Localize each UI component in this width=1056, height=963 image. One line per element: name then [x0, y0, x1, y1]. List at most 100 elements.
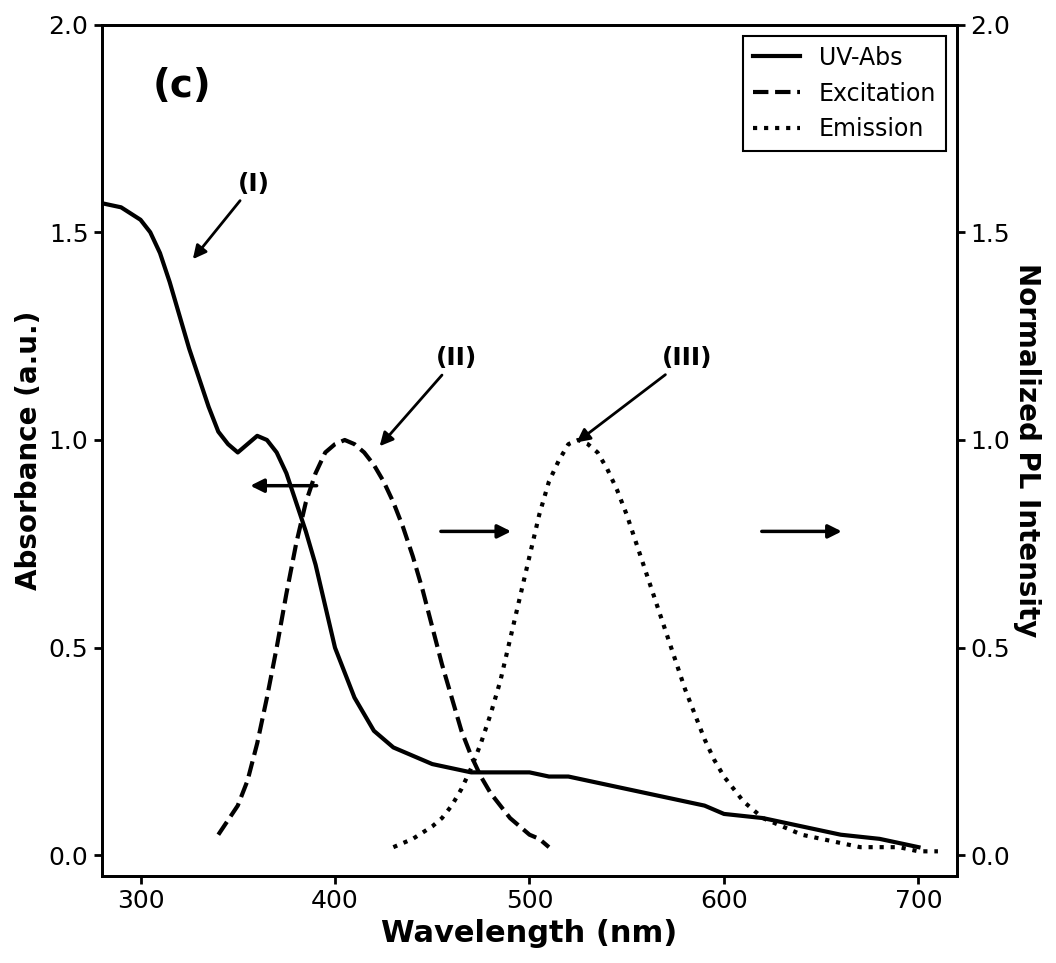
Emission [873, 842, 886, 853]
UV-Abs [241, 438, 253, 450]
X-axis label: Wavelength (nm): Wavelength (nm) [381, 919, 678, 948]
Emission [436, 813, 449, 824]
Excitation [241, 775, 253, 787]
Emission [523, 551, 535, 562]
Text: (II): (II) [381, 347, 477, 444]
UV-Abs [659, 792, 672, 803]
Text: (I): (I) [194, 171, 269, 257]
Excitation [465, 750, 477, 762]
Line: Emission: Emission [393, 440, 938, 851]
UV-Abs [795, 820, 808, 832]
UV-Abs [261, 434, 274, 446]
Emission [718, 770, 731, 782]
Emission [562, 438, 574, 450]
Emission [485, 709, 497, 720]
UV-Abs [95, 197, 108, 209]
Emission [601, 463, 614, 475]
Emission [815, 833, 828, 845]
Emission [591, 447, 604, 458]
UV-Abs [640, 788, 653, 799]
Excitation [494, 800, 507, 812]
UV-Abs [300, 526, 313, 537]
UV-Abs [203, 401, 215, 412]
Emission [679, 684, 692, 695]
UV-Abs [523, 767, 535, 778]
Excitation [367, 459, 380, 471]
UV-Abs [280, 467, 293, 479]
Excitation [533, 833, 546, 845]
Excitation [212, 829, 225, 841]
Emission [640, 567, 653, 579]
Text: (c): (c) [153, 67, 211, 105]
Emission [513, 592, 526, 604]
UV-Abs [173, 309, 186, 321]
Excitation [455, 725, 468, 737]
Emission [494, 675, 507, 687]
UV-Abs [562, 770, 574, 782]
UV-Abs [465, 767, 477, 778]
UV-Abs [251, 430, 264, 442]
Excitation [358, 447, 371, 458]
Excitation [407, 551, 419, 562]
Excitation [251, 738, 264, 749]
UV-Abs [698, 800, 711, 812]
UV-Abs [164, 276, 176, 288]
Emission [407, 833, 419, 845]
UV-Abs [289, 497, 302, 508]
Excitation [436, 659, 449, 670]
Y-axis label: Normalized PL Intensity: Normalized PL Intensity [1013, 263, 1041, 638]
UV-Abs [386, 742, 399, 753]
Emission [670, 655, 682, 666]
UV-Abs [756, 813, 769, 824]
UV-Abs [212, 426, 225, 437]
UV-Abs [504, 767, 516, 778]
Emission [571, 434, 584, 446]
Excitation [338, 434, 351, 446]
Excitation [348, 438, 361, 450]
Excitation [543, 842, 555, 853]
Legend: UV-Abs, Excitation, Emission: UV-Abs, Excitation, Emission [743, 37, 945, 151]
Excitation [289, 538, 302, 550]
UV-Abs [582, 775, 595, 787]
Emission [649, 596, 662, 608]
UV-Abs [485, 767, 497, 778]
Excitation [319, 447, 332, 458]
Excitation [504, 813, 516, 824]
Emission [533, 509, 546, 521]
Emission [582, 438, 595, 450]
Emission [543, 476, 555, 487]
Emission [854, 842, 867, 853]
Line: Excitation: Excitation [219, 440, 549, 847]
UV-Abs [601, 779, 614, 791]
Emission [795, 829, 808, 841]
Emission [737, 795, 750, 807]
UV-Abs [309, 559, 322, 570]
UV-Abs [183, 343, 195, 354]
Excitation [426, 621, 438, 633]
Emission [630, 538, 643, 550]
Excitation [485, 788, 497, 799]
Excitation [261, 691, 274, 703]
UV-Abs [222, 438, 234, 450]
Excitation [386, 497, 399, 508]
UV-Abs [426, 758, 438, 769]
Emission [659, 625, 672, 637]
Excitation [397, 521, 410, 533]
Excitation [446, 691, 458, 703]
UV-Abs [543, 770, 555, 782]
Excitation [270, 642, 283, 654]
Excitation [377, 476, 390, 487]
UV-Abs [718, 808, 731, 820]
Emission [756, 813, 769, 824]
Emission [455, 783, 468, 794]
Excitation [416, 584, 429, 595]
UV-Abs [367, 725, 380, 737]
UV-Abs [328, 642, 341, 654]
UV-Abs [679, 795, 692, 807]
Emission [698, 734, 711, 745]
Text: (III): (III) [579, 347, 712, 441]
Emission [446, 800, 458, 812]
UV-Abs [446, 763, 458, 774]
UV-Abs [192, 372, 205, 383]
UV-Abs [153, 247, 166, 259]
